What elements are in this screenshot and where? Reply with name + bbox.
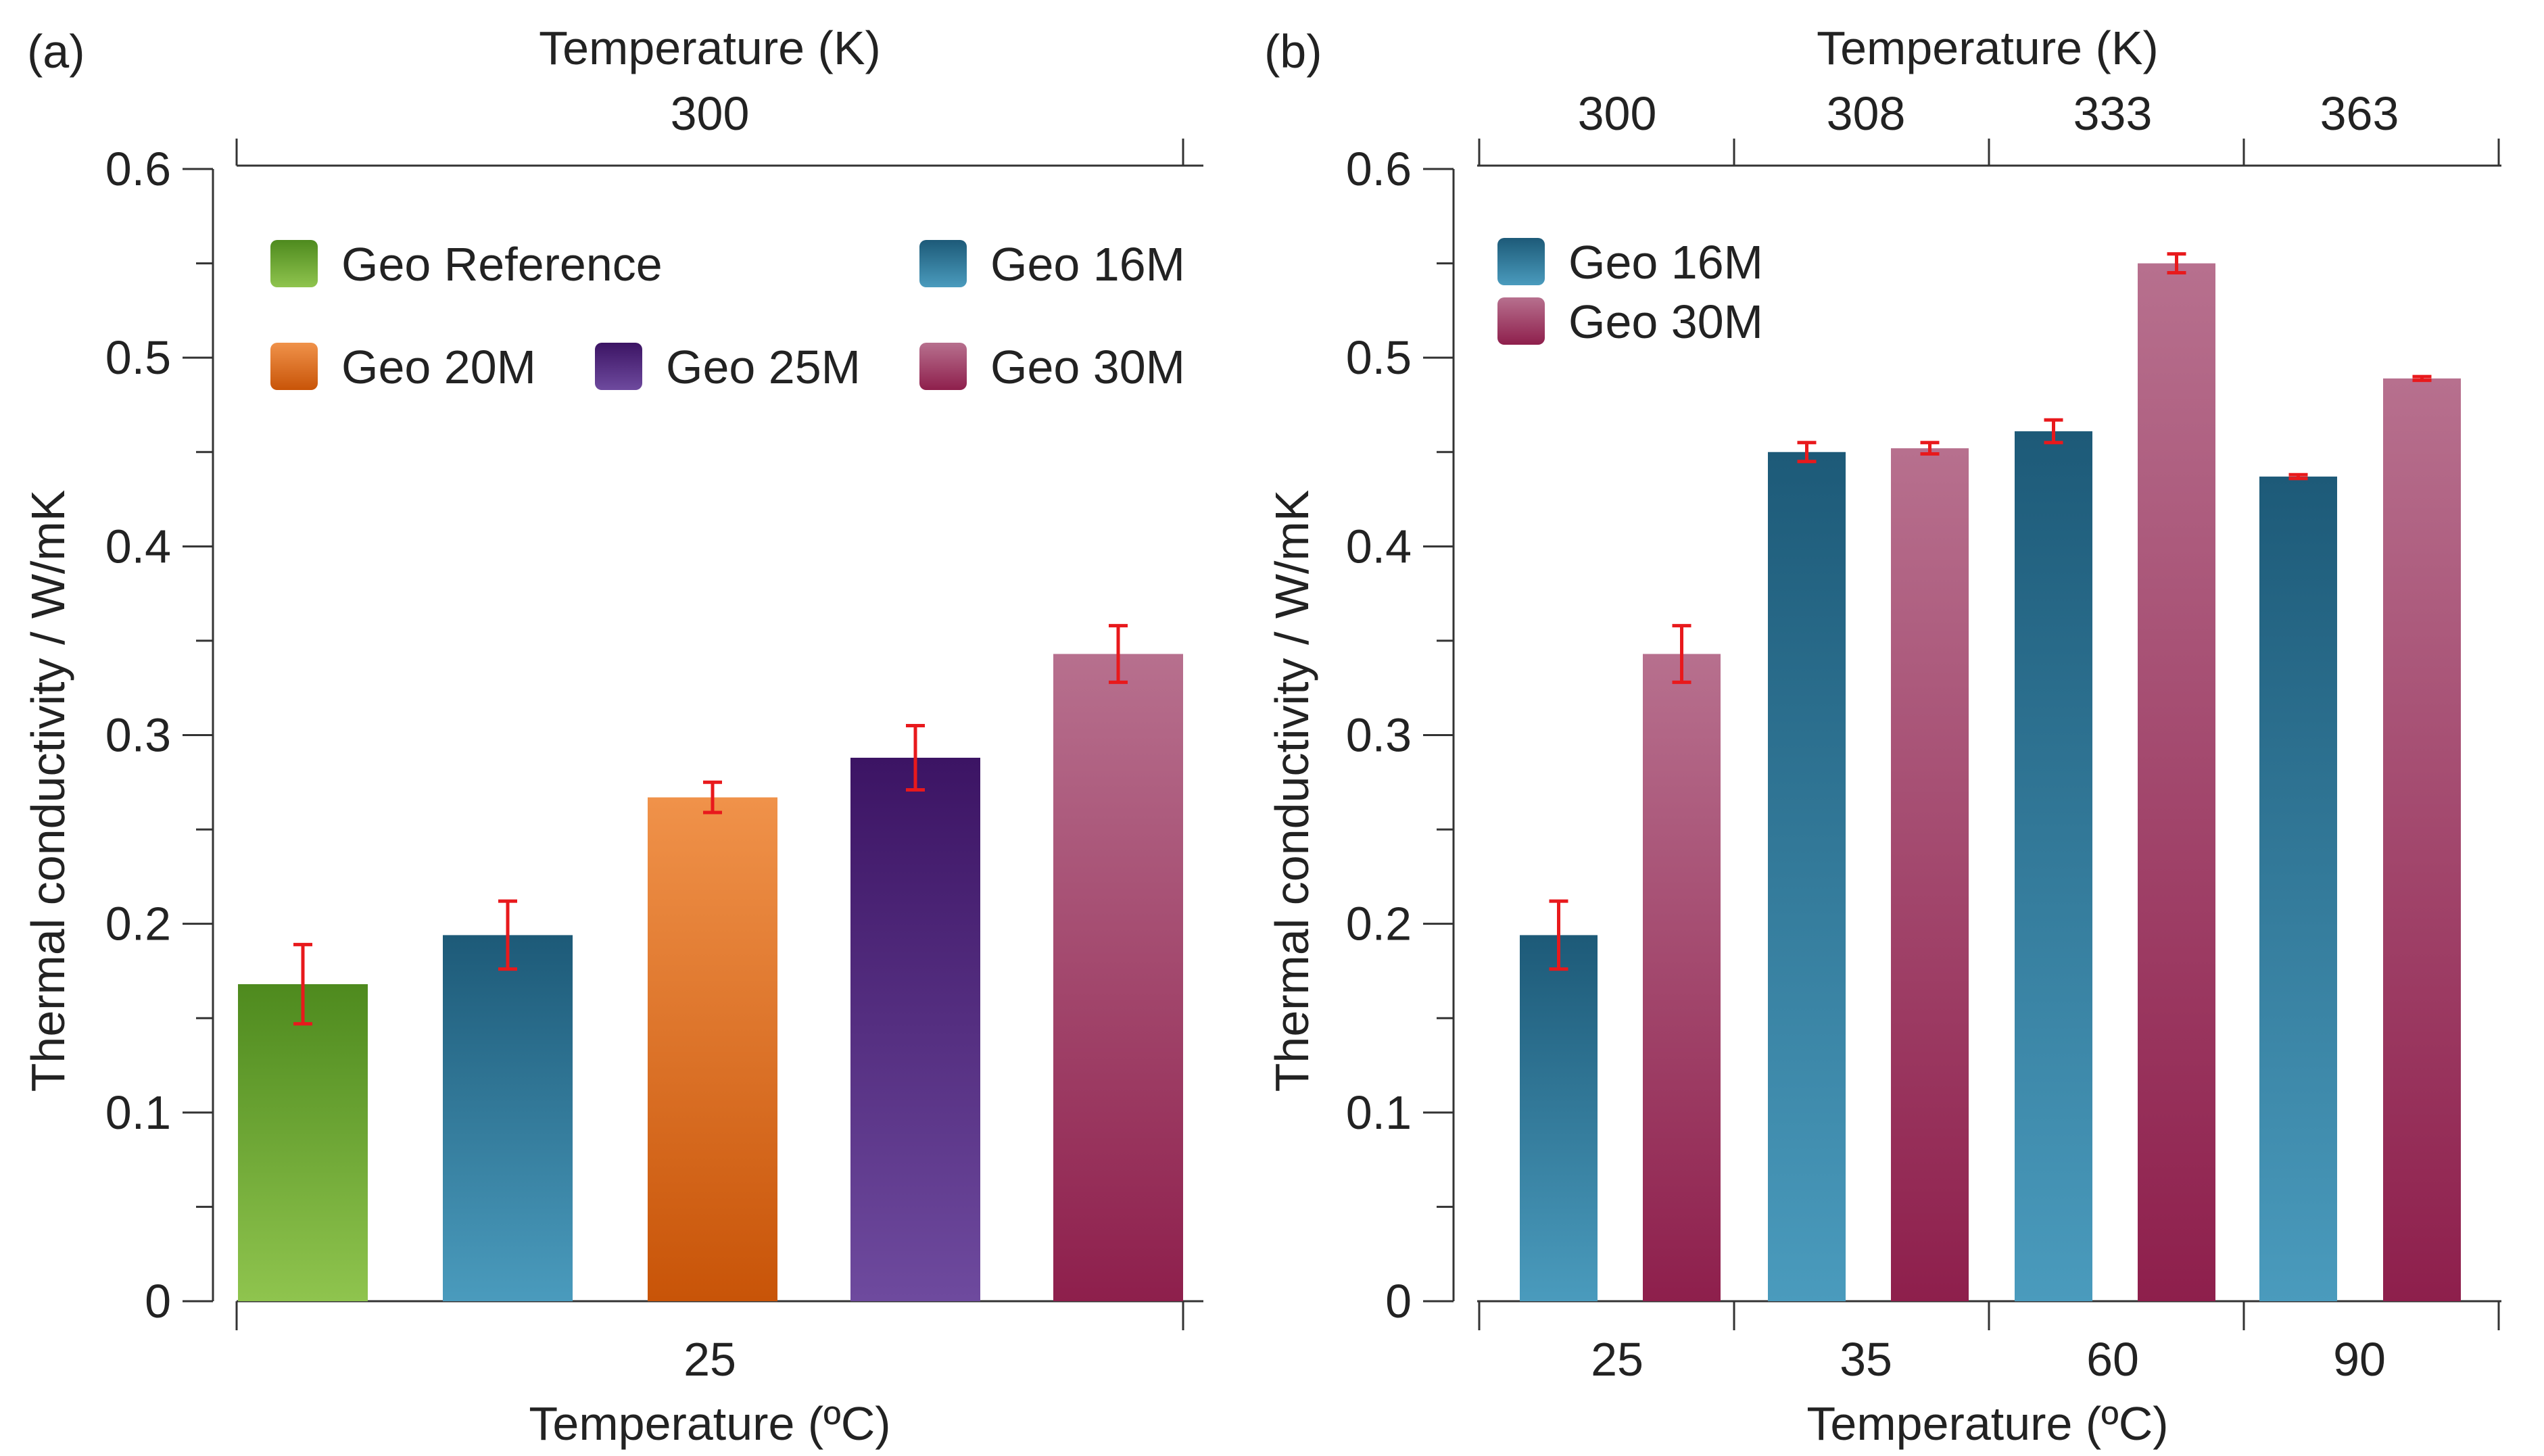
panel-a-error-bars [293,624,1128,1026]
panel-b-bars [1520,263,2461,1301]
panel-b-legend: Geo 16M Geo 30M [1497,236,1763,348]
panel-b-top-tick-label: 300 [1578,87,1657,140]
panel-b-bottom-tick-label: 60 [2086,1333,2139,1386]
legend-swatch-geo-16m [1497,238,1545,285]
panel-a-errorbar-geo-16m [498,899,517,971]
panel-b-bar-geo-16m-60c [2015,431,2092,1301]
panel-a-y-tick-label: 0.2 [105,898,171,950]
legend-swatch-geo-20m [270,343,318,390]
panel-b-bar-geo-30m-60c [2138,263,2215,1301]
legend-label-geo-16m: Geo 16M [1568,236,1763,289]
legend-label-geo-30m: Geo 30M [990,341,1185,393]
legend-swatch-geo-30m [919,343,967,390]
panel-b-xlabel: Temperature (ºC) [1806,1397,2168,1450]
panel-a-bar-geo-reference [238,984,368,1301]
panel-a-y-ticks: 0 0.1 0.2 0.3 0.4 0.5 0.6 [105,143,213,1328]
panel-b-y-tick-label: 0.3 [1346,709,1412,762]
panel-b-errorbar-geo-30m-60c [2167,252,2186,275]
panel-a-y-tick-label: 0.4 [105,520,171,573]
panel-a-top-tick-label: 300 [671,87,750,140]
legend-label-geo-reference: Geo Reference [341,238,663,291]
panel-b-bottom-tick-label: 90 [2333,1333,2386,1386]
panel-b-y-tick-label: 0.5 [1346,331,1412,384]
panel-b-top-tick-label: 363 [2320,87,2399,140]
panel-a-errorbar-geo-20m [703,780,722,815]
panel-b-errorbar-geo-30m-35c [1920,441,1940,456]
panel-b-errorbar-geo-16m-25c [1549,899,1568,971]
panel-a: (a) Temperature (K) Thermal conductivity… [22,22,1203,1450]
panel-b-bottom-tick-label: 25 [1591,1333,1643,1386]
panel-b-bar-geo-16m-35c [1768,452,1846,1301]
legend-swatch-geo-16m [919,240,967,287]
panel-b-error-bars [1549,252,2432,971]
panel-b-top-tick-label: 333 [2073,87,2153,140]
panel-b-errorbar-geo-16m-60c [2044,418,2063,445]
panel-b-errorbar-geo-30m-90c [2412,374,2432,383]
panel-a-bar-geo-30m [1053,654,1183,1301]
panel-b-y-tick-label: 0.4 [1346,520,1412,573]
panel-b-y-tick-label: 0 [1385,1275,1412,1328]
panel-a-bar-geo-25m [850,758,980,1301]
panel-b-y-ticks: 0 0.1 0.2 0.3 0.4 0.5 0.6 [1346,143,1454,1328]
panel-a-label: (a) [27,25,85,78]
panel-a-y-tick-label: 0.5 [105,331,171,384]
panel-b-group-ticks [1478,139,2500,1330]
legend-label-geo-25m: Geo 25M [666,341,861,393]
panel-a-y-tick-label: 0 [145,1275,171,1328]
panel-a-legend: Geo Reference Geo 16M Geo 20M Geo 25M Ge… [270,238,1185,393]
panel-a-bars [238,654,1183,1301]
legend-swatch-geo-reference [270,240,318,287]
panel-b-label: (b) [1264,25,1322,78]
panel-b-y-tick-label: 0.6 [1346,143,1412,195]
panel-b-bottom-tick-label: 35 [1840,1333,1892,1386]
legend-label-geo-16m: Geo 16M [990,238,1185,291]
panel-b-top-axis-title: Temperature (K) [1817,22,2159,74]
panel-a-ylabel: Thermal conductivity / W/mK [22,490,74,1092]
panel-b-errorbar-geo-16m-35c [1797,441,1817,464]
panel-b-bar-geo-16m-25c [1520,935,1598,1301]
panel-b-bar-geo-30m-90c [2383,378,2461,1301]
panel-b-top-tick-label: 308 [1827,87,1906,140]
panel-b-bar-geo-16m-90c [2259,477,2337,1301]
panel-a-errorbar-geo-reference [293,942,312,1026]
panel-b-bar-geo-30m-35c [1891,448,1969,1301]
panel-a-y-tick-label: 0.6 [105,143,171,195]
legend-swatch-geo-30m [1497,297,1545,345]
panel-b-errorbar-geo-30m-25c [1672,624,1691,684]
panel-b-bar-geo-30m-25c [1643,654,1721,1301]
panel-a-top-axis-title: Temperature (K) [539,22,881,74]
panel-a-y-tick-label: 0.3 [105,709,171,762]
panel-b-y-tick-label: 0.1 [1346,1086,1412,1139]
panel-a-xlabel: Temperature (ºC) [529,1397,890,1450]
legend-swatch-geo-25m [595,343,642,390]
panel-b-errorbar-geo-16m-90c [2288,472,2308,481]
panel-a-y-tick-label: 0.1 [105,1086,171,1139]
panel-a-bottom-tick-label: 25 [683,1333,736,1386]
panel-b-y-tick-label: 0.2 [1346,898,1412,950]
legend-label-geo-30m: Geo 30M [1568,295,1763,348]
panel-b: (b) Temperature (K) Thermal conductivity… [1264,22,2501,1450]
panel-a-bar-geo-16m [443,935,573,1301]
legend-label-geo-20m: Geo 20M [341,341,536,393]
panel-b-ylabel: Thermal conductivity / W/mK [1266,490,1318,1092]
panel-a-bar-geo-20m [648,797,777,1301]
panel-a-errorbar-geo-30m [1109,624,1128,684]
panel-a-errorbar-geo-25m [906,724,925,792]
